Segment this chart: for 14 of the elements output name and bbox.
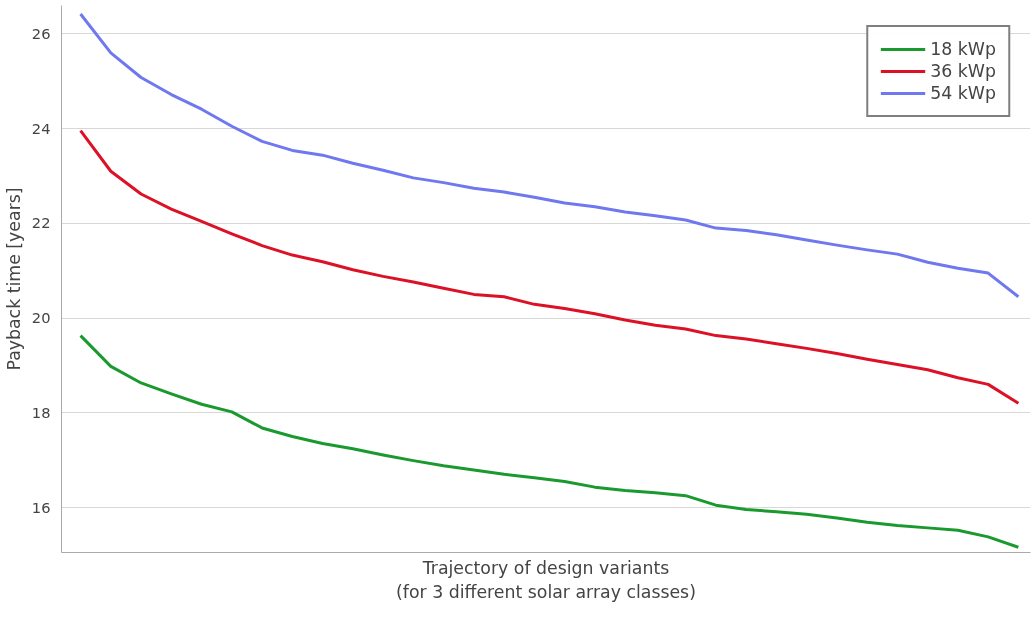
x-axis-title: Trajectory of design variants (for 3 different solar array classes) [396,557,696,602]
y-axis-title: Payback time [years] [3,187,24,371]
legend-label: 36 kWp [930,61,996,81]
y-tick-label: 24 [31,119,51,137]
line-series [79,12,1020,299]
y-tick-label: 26 [31,24,51,42]
line-series [79,129,1020,405]
y-tick-label: 18 [31,403,51,421]
legend-label: 54 kWp [930,83,996,103]
line-series [79,334,1020,549]
y-tick-label: 16 [31,498,51,516]
y-tick-label: 22 [31,214,51,232]
y-tick-label: 20 [31,309,51,327]
legend-label: 18 kWp [930,39,996,59]
